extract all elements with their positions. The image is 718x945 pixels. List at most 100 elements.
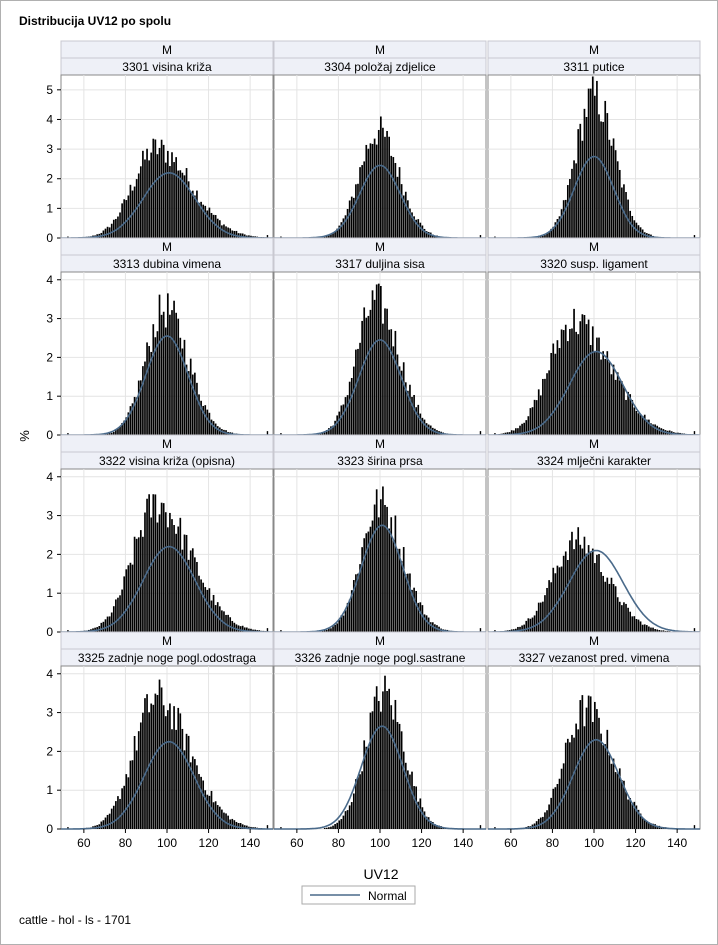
histogram-bar (338, 620, 341, 632)
histogram-bar (573, 160, 575, 238)
histogram-bar (328, 428, 330, 435)
histogram-bar (102, 230, 105, 238)
histogram-bar (409, 384, 411, 435)
histogram-bar (142, 150, 144, 238)
histogram-bar (573, 737, 575, 829)
y-tick-label: 0 (46, 822, 53, 836)
histogram-bar (346, 602, 349, 632)
y-tick-label: 3 (46, 509, 53, 523)
histogram-bar (585, 116, 588, 238)
histogram-bar (577, 334, 580, 435)
histogram-bar (564, 742, 567, 829)
panel-title: 3301 visina križa (122, 60, 212, 74)
histogram-bar (154, 139, 157, 238)
histogram-bar (637, 619, 640, 632)
histogram-bar (413, 394, 415, 435)
panel-group-label: M (162, 634, 172, 648)
histogram-bar (191, 548, 194, 632)
histogram-bar (652, 424, 654, 435)
histogram-bar (554, 353, 557, 435)
panel-title: 3317 duljina sisa (335, 257, 425, 271)
histogram-bar (571, 734, 573, 829)
histogram-bar (479, 628, 482, 632)
histogram-bar (365, 317, 368, 435)
histogram-bar (400, 184, 403, 238)
histogram-bar (119, 426, 121, 435)
histogram-bar (330, 426, 332, 435)
histogram-bar (169, 512, 171, 632)
histogram-bar (194, 759, 196, 829)
histogram-bar (373, 299, 376, 435)
histogram-bar (388, 688, 390, 829)
histogram-bar (350, 590, 353, 632)
histogram-bar (537, 389, 540, 435)
histogram-bar (411, 589, 413, 632)
histogram-bar (415, 590, 418, 632)
histogram-bar (390, 155, 393, 238)
histogram-bar (411, 771, 413, 829)
histogram-bar (146, 342, 148, 435)
normal-curve (274, 725, 486, 830)
histogram-bar (566, 185, 569, 238)
histogram-bar (693, 431, 696, 435)
histogram-bar (527, 618, 530, 632)
histogram-bar (237, 823, 240, 829)
histogram-bar (373, 696, 376, 829)
histogram-bar (606, 113, 609, 238)
histogram-bar (610, 374, 613, 435)
histogram-bar (344, 610, 347, 632)
histogram-bar (373, 138, 376, 238)
histogram-bar (169, 314, 171, 435)
histogram-bar (344, 397, 347, 435)
histogram-bar (386, 506, 388, 632)
histogram-bar (581, 548, 584, 632)
histogram-bar (169, 703, 171, 829)
y-tick-label: 2 (46, 172, 53, 186)
panel-title: 3313 dubina vimena (113, 257, 221, 271)
histogram-bar (614, 772, 617, 829)
histogram-bar (409, 774, 411, 829)
histogram-bar (336, 228, 339, 238)
histogram-bar (198, 394, 200, 435)
histogram-bar (436, 825, 438, 829)
y-tick-label: 0 (46, 625, 53, 639)
histogram-bar (266, 628, 269, 632)
histogram-bar (162, 144, 165, 238)
histogram-bar (152, 138, 155, 238)
histogram-bar (650, 627, 652, 632)
histogram-bar (129, 760, 132, 829)
histogram-bar (544, 595, 546, 632)
histogram-bar (156, 331, 159, 435)
histogram-bar (608, 139, 611, 238)
histogram-bar (321, 432, 324, 435)
histogram-bar (200, 400, 202, 435)
histogram-bar (643, 414, 646, 435)
histogram-bar (596, 554, 598, 632)
histogram-bar (575, 331, 577, 435)
histogram-bar (404, 191, 407, 238)
histogram-bar (382, 323, 384, 435)
histogram-bar (375, 284, 378, 435)
histogram-bar (535, 610, 538, 632)
histogram-bar (212, 214, 215, 238)
histogram-bar (639, 813, 642, 829)
histogram-bar (527, 416, 530, 435)
histogram-bar (229, 617, 232, 632)
histogram-bar (569, 540, 571, 632)
histogram-bar (589, 553, 592, 632)
histogram-bar (212, 802, 215, 829)
histogram-bar (125, 774, 128, 829)
histogram-bar (479, 825, 482, 829)
histogram-bar (552, 788, 555, 829)
histogram-bar (123, 420, 126, 435)
histogram-bar (117, 796, 119, 829)
histogram-bar (156, 522, 159, 632)
histogram-bar (214, 423, 217, 435)
histogram-bar (127, 412, 130, 435)
histogram-bar (152, 494, 155, 632)
histogram-bar (656, 629, 659, 632)
histogram-bar (363, 538, 366, 632)
histogram-bar (419, 222, 422, 238)
histogram-bar (266, 235, 269, 238)
histogram-bar (243, 627, 246, 632)
